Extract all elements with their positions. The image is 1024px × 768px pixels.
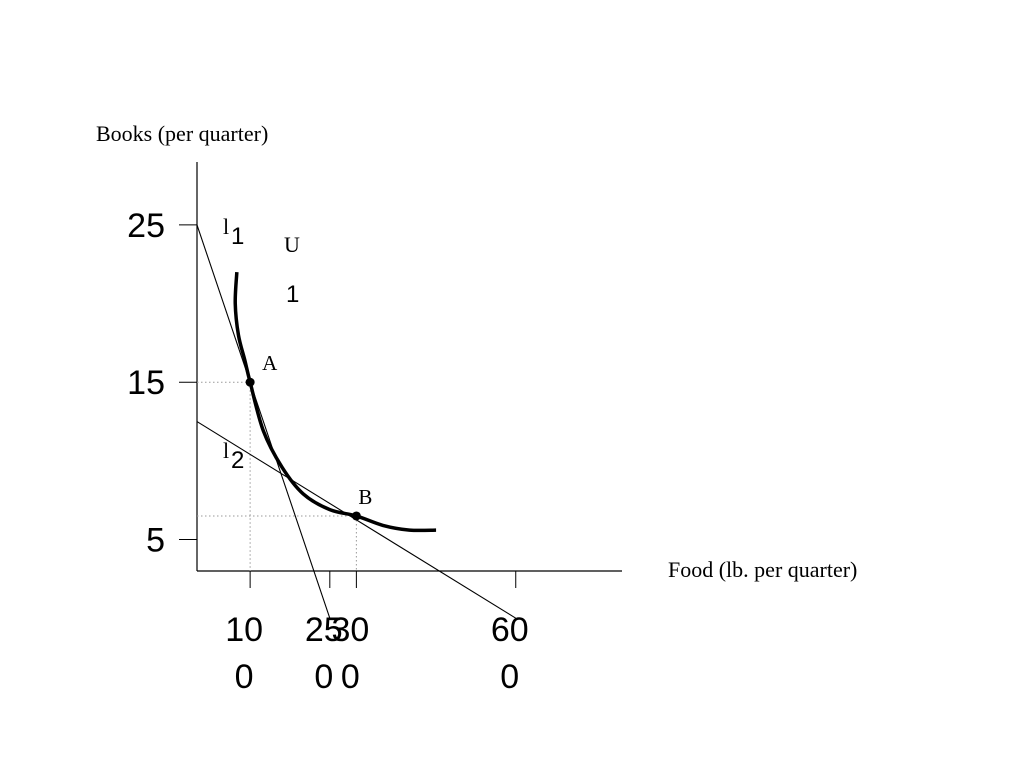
x-tick-label-continued: 0 [341, 658, 360, 696]
series-label: l [223, 438, 229, 463]
x-axis-title: Food (lb. per quarter) [668, 557, 857, 582]
y-axis-title: Books (per quarter) [96, 121, 268, 146]
point-b [351, 511, 361, 521]
point-label: B [358, 485, 372, 509]
x-tick-label: 10 [225, 611, 263, 649]
series-label: l [223, 214, 229, 239]
indifference-curve-u1 [233, 272, 437, 533]
point-a [245, 377, 255, 387]
x-tick-label: 60 [491, 611, 529, 649]
y-tick-label: 25 [127, 207, 165, 245]
x-tick-label-continued: 0 [314, 658, 333, 696]
y-tick-label: 5 [146, 522, 165, 560]
x-tick-label: 30 [331, 611, 369, 649]
budget-line-l1 [196, 224, 331, 619]
point-label: A [262, 351, 278, 375]
series-label-subscript: 2 [231, 447, 244, 474]
series-label-subscript: 1 [231, 223, 244, 250]
x-tick-label-continued: 0 [500, 658, 519, 696]
x-tick-label-continued: 0 [235, 658, 254, 696]
y-tick-label: 15 [127, 364, 165, 402]
series-label-subscript: 1 [286, 281, 299, 308]
series-label: U [284, 232, 300, 257]
x-tick-label: 25 [305, 611, 343, 649]
